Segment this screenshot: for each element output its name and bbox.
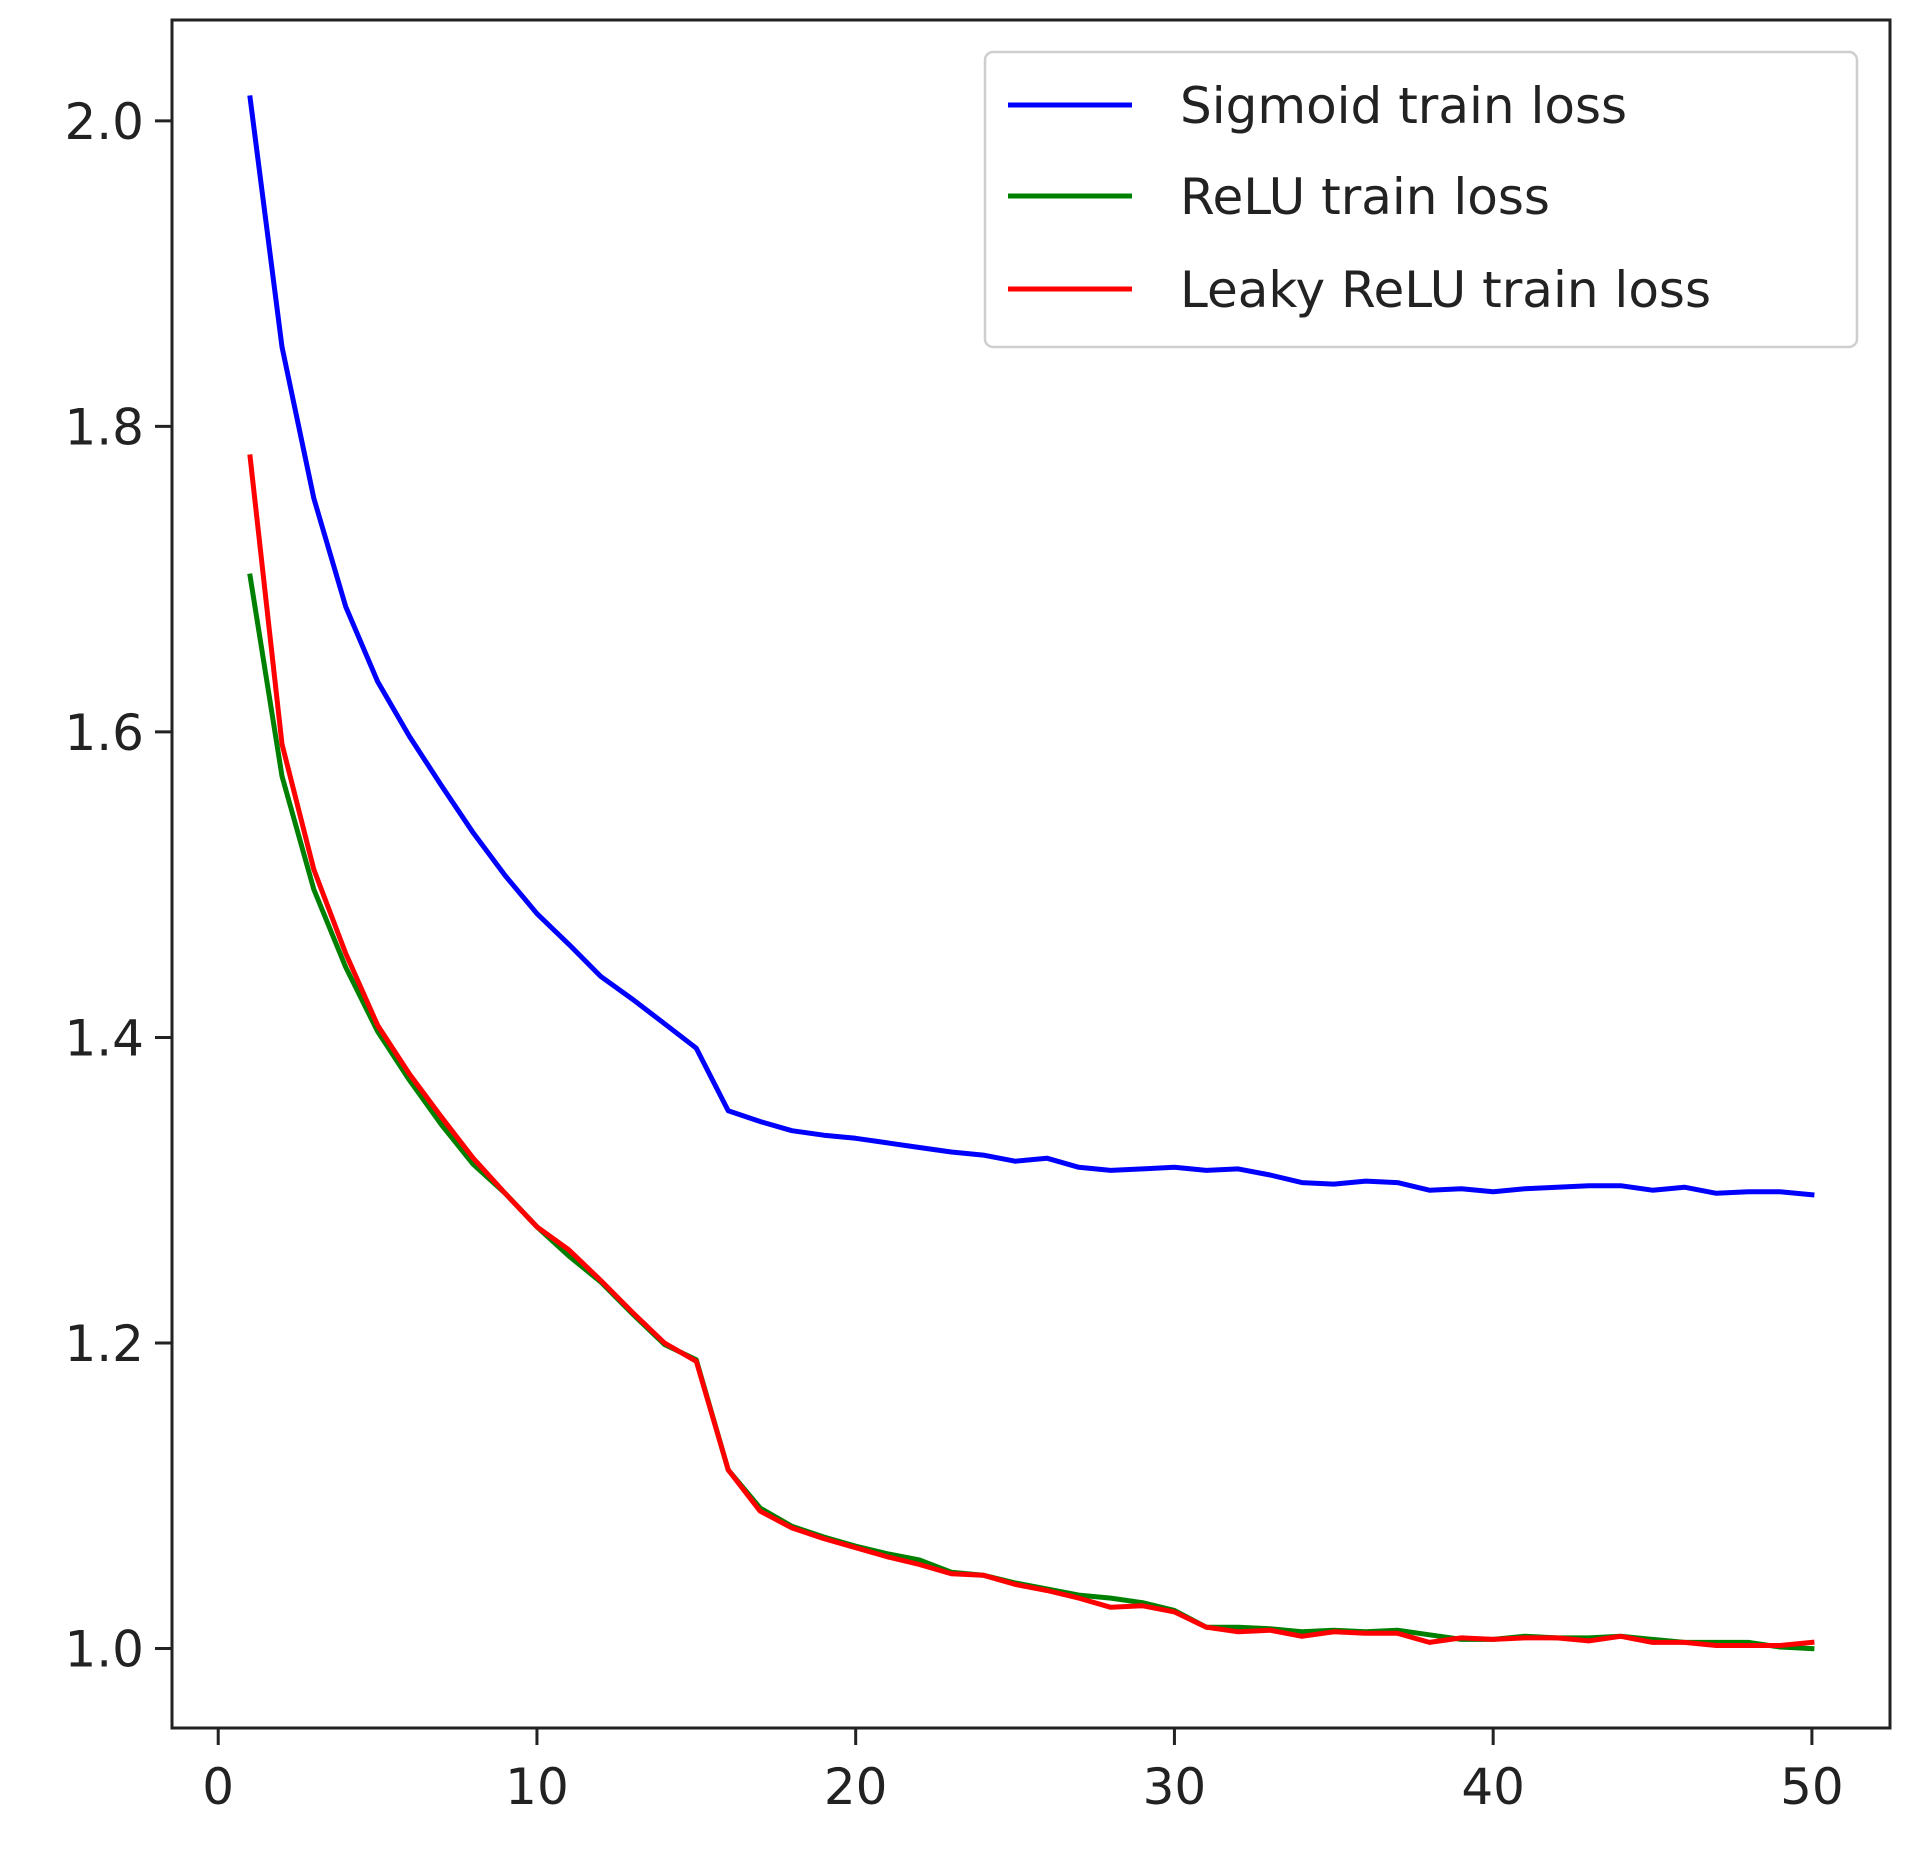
x-tick-label: 30 — [1143, 1758, 1207, 1816]
x-tick-label: 50 — [1780, 1758, 1844, 1816]
legend-label-sigmoid: Sigmoid train loss — [1180, 77, 1627, 135]
x-tick-label: 10 — [505, 1758, 569, 1816]
y-axis: 1.0 1.2 1.4 1.6 1.8 2.0 — [64, 93, 172, 1679]
series-group — [247, 95, 1815, 1652]
y-tick-label: 1.2 — [64, 1315, 144, 1373]
legend-label-leaky-relu: Leaky ReLU train loss — [1180, 261, 1711, 319]
x-tick-label: 0 — [202, 1758, 234, 1816]
y-tick-label: 1.8 — [64, 398, 144, 456]
legend-box — [983, 50, 1859, 349]
y-tick-label: 1.6 — [64, 704, 144, 762]
y-tick-label: 1.0 — [64, 1621, 144, 1679]
y-tick-label: 1.4 — [64, 1009, 144, 1067]
legend: Sigmoid train loss ReLU train loss Leaky… — [983, 50, 1859, 349]
x-tick-label: 20 — [824, 1758, 888, 1816]
series-line-0 — [247, 95, 1815, 1198]
y-tick-label: 2.0 — [64, 93, 144, 151]
legend-label-relu: ReLU train loss — [1180, 168, 1550, 226]
series-line-2 — [247, 454, 1815, 1648]
x-axis: 0 10 20 30 40 50 — [202, 1728, 1844, 1816]
x-tick-label: 40 — [1461, 1758, 1525, 1816]
